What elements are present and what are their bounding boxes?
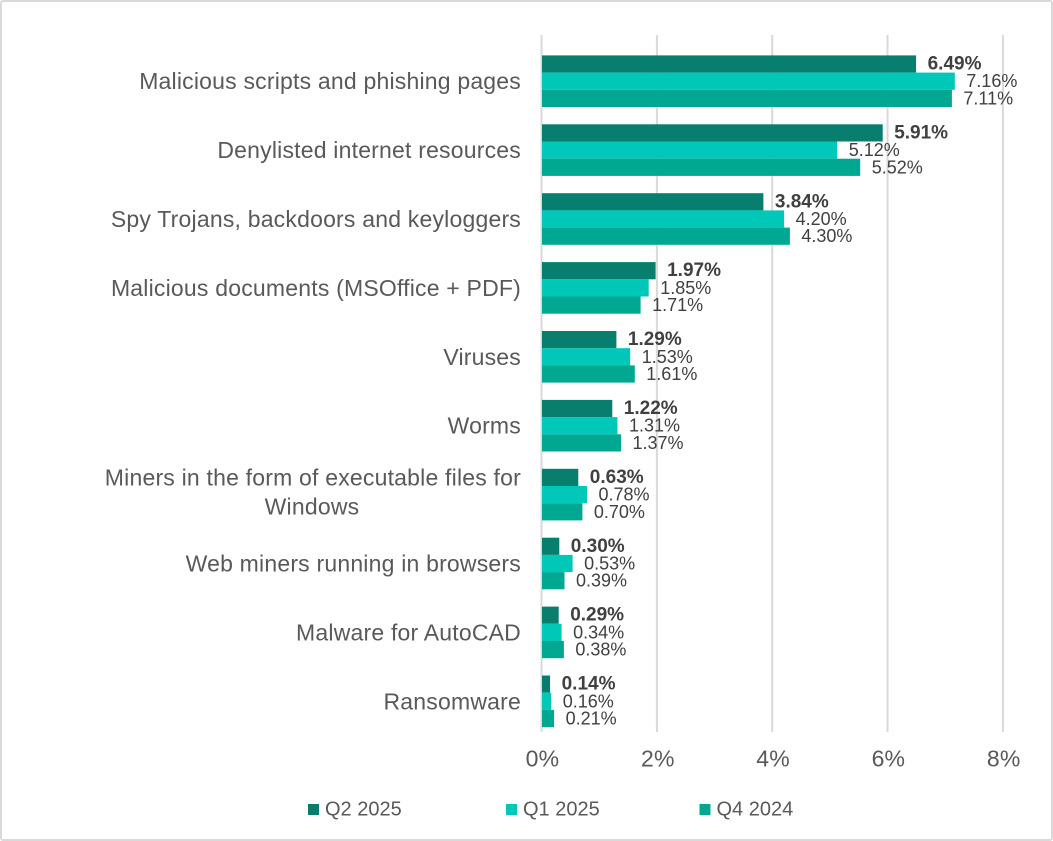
svg-text:Miners in the form of executab: Miners in the form of executable files f… (105, 465, 521, 491)
svg-text:Spy Trojans, backdoors and key: Spy Trojans, backdoors and keyloggers (111, 206, 521, 232)
svg-text:1.31%: 1.31% (629, 416, 680, 436)
svg-text:7.16%: 7.16% (966, 71, 1017, 91)
svg-text:Malware for AutoCAD: Malware for AutoCAD (296, 619, 521, 645)
svg-text:5.52%: 5.52% (872, 157, 923, 177)
svg-text:8%: 8% (987, 746, 1021, 772)
svg-text:4.30%: 4.30% (801, 226, 852, 246)
svg-text:5.91%: 5.91% (894, 122, 948, 143)
svg-text:0.14%: 0.14% (562, 674, 616, 695)
svg-text:0.39%: 0.39% (576, 571, 627, 591)
svg-text:1.37%: 1.37% (633, 433, 684, 453)
svg-text:0.38%: 0.38% (575, 640, 626, 660)
svg-text:Q2 2025: Q2 2025 (325, 799, 402, 821)
svg-text:0.29%: 0.29% (570, 605, 624, 626)
svg-text:0.63%: 0.63% (590, 467, 644, 488)
svg-text:1.22%: 1.22% (624, 398, 678, 419)
svg-text:Q1 2025: Q1 2025 (523, 799, 600, 821)
svg-text:7.11%: 7.11% (963, 88, 1013, 108)
svg-text:5.12%: 5.12% (849, 140, 900, 160)
svg-text:Malicious scripts and phishing: Malicious scripts and phishing pages (139, 68, 521, 94)
svg-text:0.34%: 0.34% (573, 622, 624, 642)
svg-text:1.61%: 1.61% (646, 364, 697, 384)
svg-text:Web miners running in browsers: Web miners running in browsers (186, 551, 521, 577)
svg-text:Ransomware: Ransomware (384, 688, 522, 714)
svg-text:0%: 0% (526, 746, 560, 772)
svg-text:Windows: Windows (265, 494, 360, 520)
svg-text:Denylisted internet resources: Denylisted internet resources (217, 137, 521, 163)
svg-text:2%: 2% (641, 746, 675, 772)
svg-text:1.85%: 1.85% (660, 278, 711, 298)
svg-text:1.97%: 1.97% (667, 260, 721, 281)
svg-text:1.53%: 1.53% (642, 347, 693, 367)
svg-text:0.70%: 0.70% (594, 502, 645, 522)
svg-text:0.78%: 0.78% (599, 485, 650, 505)
svg-text:Q4 2024: Q4 2024 (717, 799, 794, 821)
svg-text:Worms: Worms (448, 413, 521, 439)
svg-text:6.49%: 6.49% (928, 54, 982, 75)
svg-text:1.71%: 1.71% (652, 295, 703, 315)
svg-text:0.21%: 0.21% (566, 709, 617, 729)
svg-text:Malicious documents (MSOffice: Malicious documents (MSOffice + PDF) (111, 275, 521, 301)
svg-text:1.29%: 1.29% (628, 329, 682, 350)
svg-text:Viruses: Viruses (443, 344, 521, 370)
svg-text:4%: 4% (756, 746, 790, 772)
svg-text:3.84%: 3.84% (775, 191, 829, 212)
svg-text:6%: 6% (872, 746, 906, 772)
svg-text:0.16%: 0.16% (563, 691, 614, 711)
svg-text:0.30%: 0.30% (571, 536, 625, 557)
svg-text:0.53%: 0.53% (584, 554, 635, 574)
svg-text:4.20%: 4.20% (796, 209, 847, 229)
